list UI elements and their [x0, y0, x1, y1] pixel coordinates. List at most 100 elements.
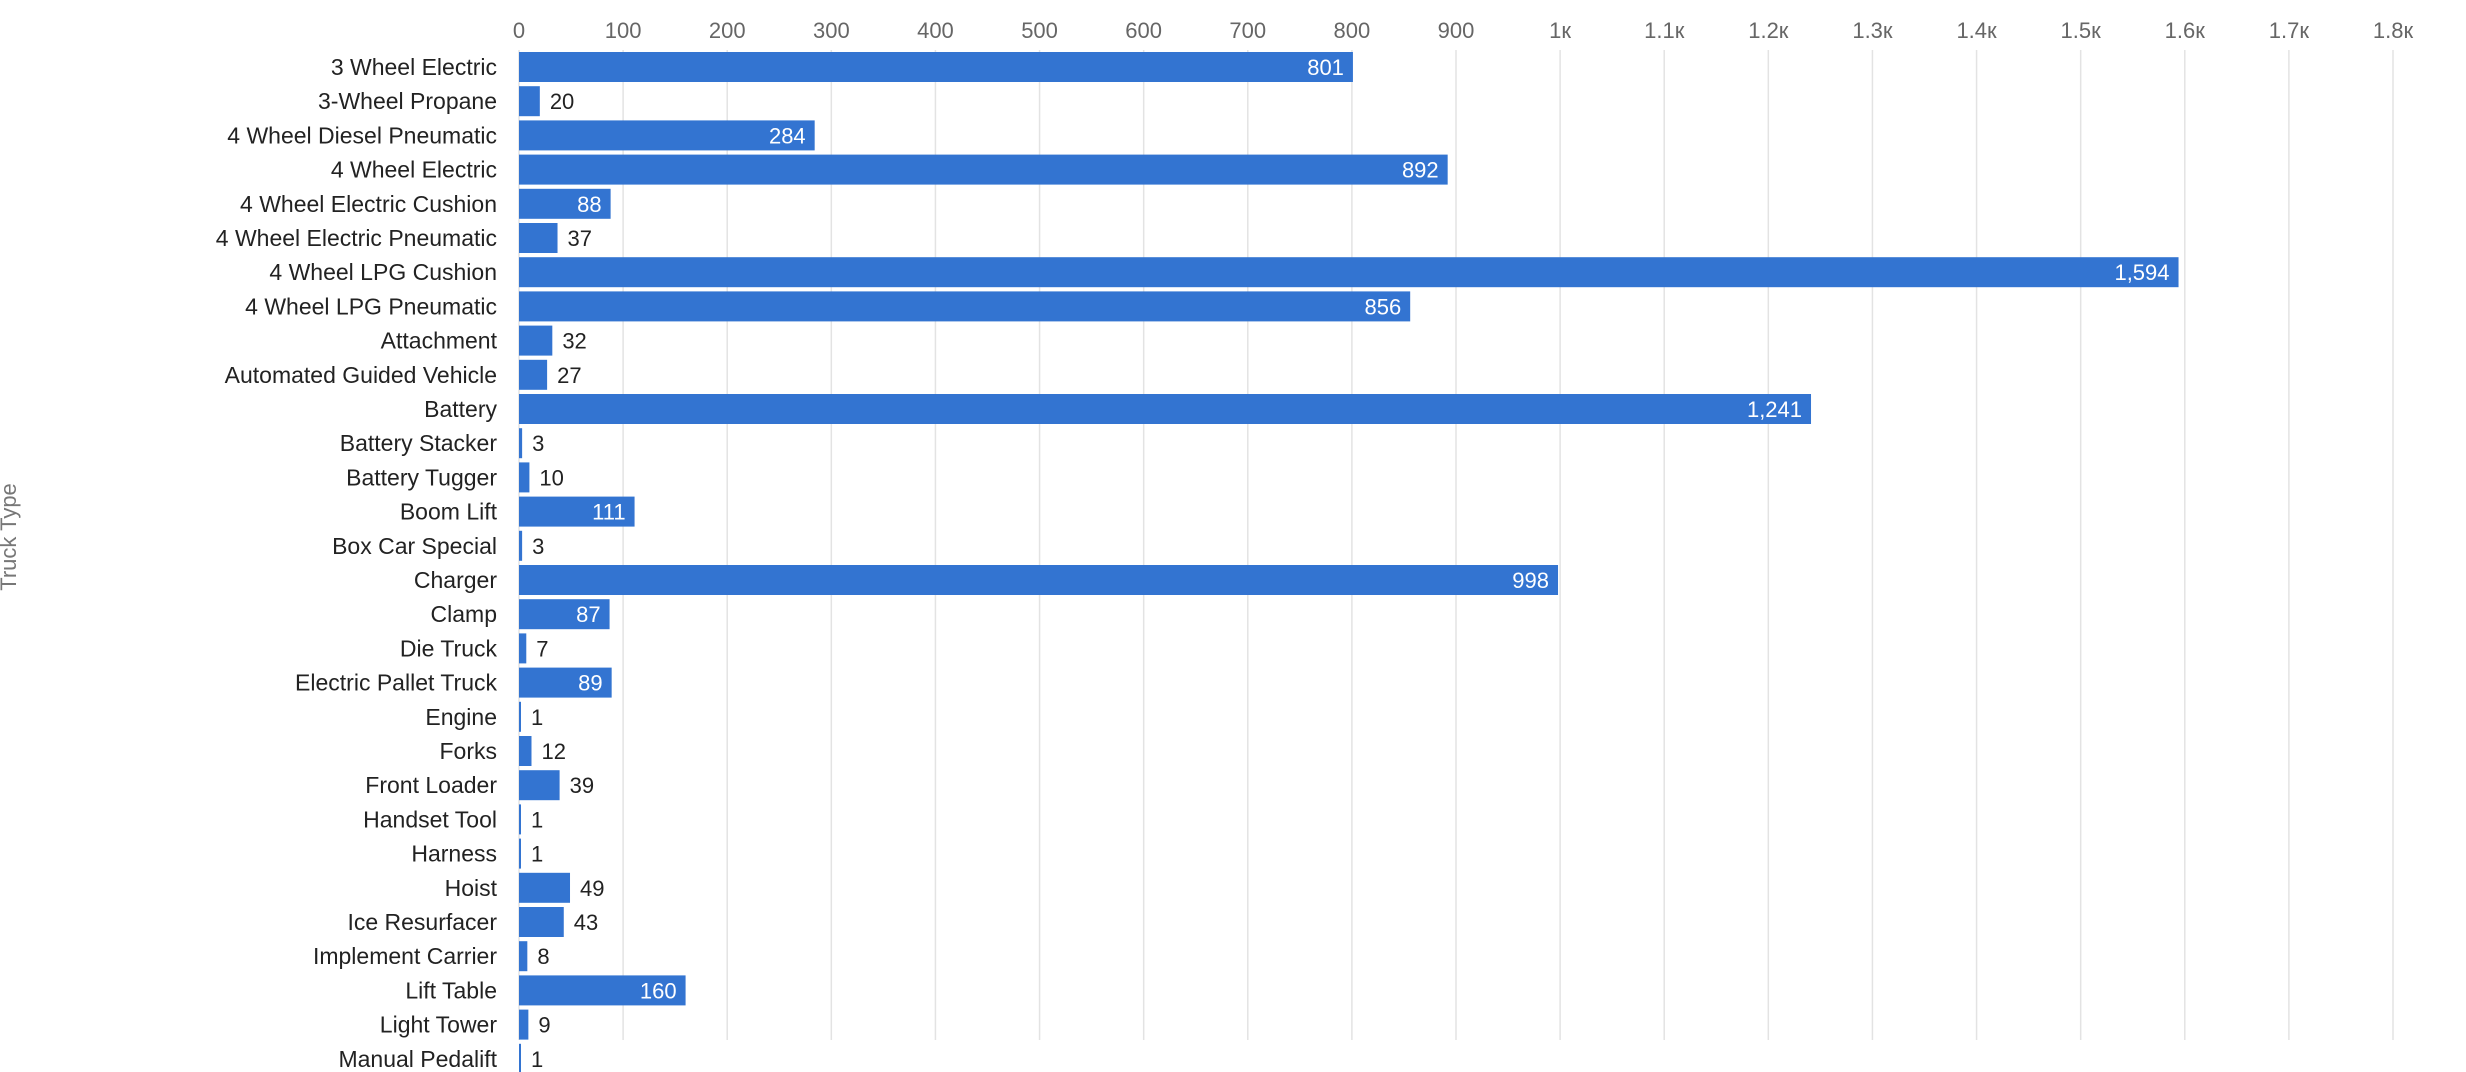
value-label: 7	[536, 636, 548, 661]
bar	[519, 86, 540, 117]
bar	[519, 1009, 529, 1040]
bar	[519, 120, 815, 151]
value-label: 89	[578, 671, 602, 696]
bar	[519, 257, 2179, 288]
value-labels: 8012028489288371,59485632271,24131011139…	[531, 55, 2170, 1072]
value-label: 1	[531, 842, 543, 867]
value-label: 1	[531, 705, 543, 730]
value-label: 892	[1402, 158, 1439, 183]
x-tick-label: 900	[1438, 18, 1475, 43]
bars	[519, 52, 2179, 1072]
bar	[519, 907, 564, 937]
value-label: 39	[570, 773, 594, 798]
bar	[519, 701, 521, 732]
category-label: Clamp	[431, 601, 497, 627]
x-tick-label: 1.1к	[1644, 18, 1685, 43]
bar	[519, 496, 635, 527]
bar	[519, 1043, 521, 1072]
category-label: Handset Tool	[363, 806, 497, 832]
bar	[519, 599, 610, 630]
category-label: Forks	[440, 738, 498, 764]
bar	[519, 394, 1812, 424]
bar	[519, 975, 686, 1006]
x-tick-label: 1.5к	[2061, 18, 2102, 43]
category-label: Box Car Special	[332, 533, 497, 559]
value-label: 284	[769, 123, 806, 148]
x-tick-label: 500	[1021, 18, 1058, 43]
category-label: 4 Wheel Diesel Pneumatic	[227, 122, 497, 148]
bar	[519, 530, 523, 561]
value-label: 37	[568, 226, 592, 251]
x-tick-label: 600	[1125, 18, 1162, 43]
category-label: 4 Wheel Electric	[331, 157, 497, 183]
gridlines	[518, 50, 2394, 1040]
value-label: 1	[531, 807, 543, 832]
category-label: 3 Wheel Electric	[331, 54, 497, 80]
category-label: Electric Pallet Truck	[295, 670, 497, 696]
x-tick-label: 1.2к	[1748, 18, 1789, 43]
bar	[519, 633, 527, 664]
x-tick-label: 1.3к	[1852, 18, 1893, 43]
category-label: Harness	[411, 841, 497, 867]
bar	[519, 838, 521, 869]
category-label: Battery Tugger	[346, 464, 497, 490]
category-label: Manual Pedalift	[338, 1046, 497, 1072]
bar	[519, 667, 612, 698]
category-label: Ice Resurfacer	[347, 909, 497, 935]
category-labels: 3 Wheel Electric 3-Wheel Propane 4 Wheel D…	[216, 54, 498, 1072]
bar	[519, 291, 1411, 322]
value-label: 49	[580, 876, 604, 901]
x-tick-label: 300	[813, 18, 850, 43]
bar	[519, 359, 548, 390]
value-label: 27	[557, 363, 581, 388]
x-tick-label: 1.7к	[2269, 18, 2310, 43]
x-tick-label: 0	[513, 18, 525, 43]
x-tick-label: 1.4к	[1956, 18, 1997, 43]
value-label: 12	[541, 739, 565, 764]
category-label: 3-Wheel Propane	[318, 88, 497, 114]
bar	[519, 52, 1353, 82]
x-tick-label: 800	[1334, 18, 1371, 43]
bar	[519, 223, 558, 253]
bar	[519, 770, 560, 801]
bar	[519, 462, 530, 493]
value-label: 1,594	[2114, 260, 2169, 285]
value-label: 111	[592, 500, 625, 525]
bar	[519, 872, 571, 903]
bar	[519, 428, 523, 459]
category-label: Implement Carrier	[313, 943, 497, 969]
category-label: Charger	[414, 567, 497, 593]
bar	[519, 325, 553, 356]
value-label: 9	[538, 1013, 550, 1038]
bar	[519, 941, 528, 972]
value-label: 856	[1364, 294, 1401, 319]
category-label: Automated Guided Vehicle	[225, 362, 497, 388]
x-tick-label: 200	[709, 18, 746, 43]
value-label: 3	[532, 534, 544, 559]
category-label: Hoist	[445, 875, 498, 901]
bar	[519, 804, 521, 835]
value-label: 801	[1307, 55, 1344, 80]
value-label: 160	[640, 978, 677, 1003]
category-label: 4 Wheel Electric Pneumatic	[216, 225, 497, 251]
x-axis-ticks: 0 100 200 300 400 500 600 700 800 900 1к 1.1к 1.2к 1.…	[513, 18, 2414, 43]
category-label: Die Truck	[400, 635, 498, 661]
x-tick-label: 100	[605, 18, 642, 43]
category-label: Light Tower	[380, 1012, 498, 1038]
value-label: 32	[562, 329, 586, 354]
value-label: 20	[550, 89, 574, 114]
x-tick-label: 700	[1229, 18, 1266, 43]
x-tick-label: 1.8к	[2373, 18, 2414, 43]
category-label: Battery	[424, 396, 497, 422]
category-label: Battery Stacker	[340, 430, 498, 456]
x-tick-label: 1.6к	[2165, 18, 2206, 43]
bar	[519, 154, 1448, 185]
value-label: 43	[574, 910, 598, 935]
y-axis-title: Truck Type	[0, 483, 21, 591]
category-label: Front Loader	[365, 772, 497, 798]
bar	[519, 736, 532, 766]
category-label: Lift Table	[405, 977, 497, 1003]
value-label: 998	[1512, 568, 1549, 593]
value-label: 8	[537, 944, 549, 969]
